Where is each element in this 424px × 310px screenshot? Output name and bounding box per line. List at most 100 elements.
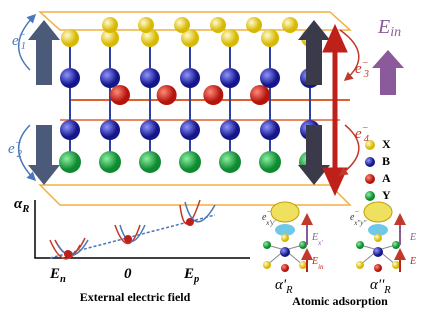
atom: [140, 68, 160, 88]
atom: [374, 264, 382, 272]
label-sup: −: [354, 208, 359, 216]
label-sup: −: [19, 30, 26, 41]
atom: [280, 247, 290, 257]
atom: [139, 151, 161, 173]
figure: e−1 e−2 e−3 e−4 Ein XBAY αR En 0 Ep Exte…: [0, 0, 424, 310]
atom: [281, 264, 289, 272]
atom: [392, 241, 400, 249]
label-sup: −: [15, 138, 22, 149]
atom: [100, 68, 120, 88]
atom: [282, 17, 298, 33]
lattice: [40, 12, 350, 205]
atom: [373, 247, 383, 257]
atom: [179, 151, 201, 173]
atom: [221, 29, 239, 47]
panel-title: Atomic adsorption: [292, 294, 388, 308]
atom: [210, 17, 226, 33]
adsorption-structures: [263, 202, 400, 272]
atom: [260, 120, 280, 140]
field-panel: [35, 200, 250, 259]
atom: [299, 241, 307, 249]
field-label: E: [409, 232, 416, 243]
label-sub: 2: [17, 149, 23, 160]
atom: [59, 151, 81, 173]
y-label: αR: [14, 196, 29, 215]
atom: [60, 120, 80, 140]
tick-label: En: [49, 266, 66, 285]
label-sub: 1: [21, 41, 26, 52]
atom: [246, 17, 262, 33]
legend-swatch: [365, 174, 375, 184]
atom: [263, 261, 271, 269]
legend-label: X: [382, 137, 391, 151]
atom: [138, 17, 154, 33]
field-label: Ein: [377, 16, 401, 41]
atom: [356, 241, 364, 249]
atom: [99, 151, 121, 173]
legend-swatch: [365, 140, 375, 150]
label-base: E: [377, 16, 390, 38]
atom: [110, 85, 130, 105]
label-base: E: [183, 266, 194, 282]
label-sub: in: [390, 25, 401, 40]
atom: [100, 120, 120, 140]
atom: [219, 151, 241, 173]
label-base: E: [311, 256, 318, 267]
field-label: Ex': [311, 232, 323, 246]
field-label: Ein: [311, 256, 324, 270]
atom: [299, 261, 307, 269]
tick-label: Ep: [183, 266, 199, 285]
field-label: E: [409, 256, 416, 267]
legend-label: A: [382, 171, 391, 185]
label-sub: x''y'': [353, 219, 367, 227]
legend-swatch: [365, 157, 375, 167]
atom: [61, 29, 79, 47]
atom: [60, 68, 80, 88]
alpha-label: α'R: [275, 277, 293, 296]
label-base: α': [275, 277, 287, 293]
legend-swatch: [365, 191, 375, 201]
label-sup: −: [362, 123, 369, 134]
atom: [261, 29, 279, 47]
atom: [220, 68, 240, 88]
label-base: E: [409, 256, 416, 267]
label-sub: in: [318, 263, 324, 271]
atom: [102, 17, 118, 33]
label-sub: R: [21, 204, 29, 215]
x-label: External electric field: [80, 290, 191, 304]
atom: [259, 151, 281, 173]
label-sub: 3: [363, 69, 369, 80]
atom: [260, 68, 280, 88]
atom: [356, 261, 364, 269]
atom: [140, 120, 160, 140]
e2-label: e−2: [8, 138, 23, 160]
atom: [374, 234, 382, 242]
label-base: E: [311, 232, 318, 243]
atom: [180, 68, 200, 88]
atom: [263, 241, 271, 249]
legend-label: B: [382, 154, 390, 168]
atom: [220, 120, 240, 140]
atom: [392, 261, 400, 269]
label-sub: x'y': [265, 219, 276, 227]
orbital: [364, 202, 392, 222]
atom: [250, 85, 270, 105]
tick-label: 0: [124, 266, 132, 282]
e3-label: e−3: [355, 58, 369, 80]
label-sup: −: [266, 208, 271, 216]
atom: [174, 17, 190, 33]
label-sup: −: [362, 58, 369, 69]
label-sub: x': [317, 239, 323, 247]
label-sub: p: [193, 274, 199, 285]
label-base: E: [409, 232, 416, 243]
label-base: α'': [370, 277, 385, 293]
legend-label: Y: [382, 188, 391, 202]
label-base: 0: [124, 266, 132, 282]
atom: [203, 85, 223, 105]
atom: [157, 85, 177, 105]
atom: [281, 234, 289, 242]
atom: [180, 120, 200, 140]
label-sub: n: [60, 274, 66, 285]
label-base: E: [49, 266, 60, 282]
